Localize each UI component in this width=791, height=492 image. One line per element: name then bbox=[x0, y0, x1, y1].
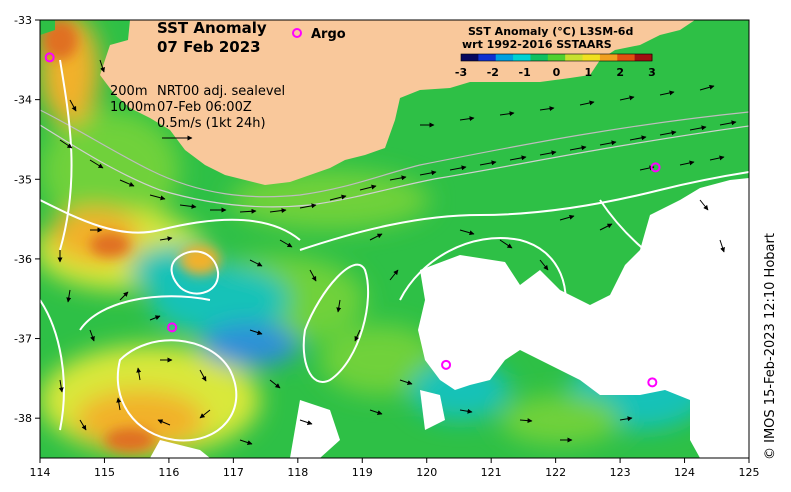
colorbar-swatch bbox=[565, 54, 584, 61]
copyright-credit: © IMOS 15-Feb-2023 12:10 Hobart bbox=[763, 233, 778, 460]
x-tick-label: 120 bbox=[416, 466, 437, 479]
colorbar-swatch bbox=[478, 54, 497, 61]
coastal-sea bbox=[40, 20, 55, 35]
contour-200m bbox=[40, 109, 749, 198]
title-line-2: 07 Feb 2023 bbox=[157, 38, 261, 56]
product-label: NRT00 adj. sealevel bbox=[157, 84, 285, 99]
vector-scale-label: 0.5m/s (1kt 24h) bbox=[157, 116, 266, 131]
colorbar-tick-label: 3 bbox=[648, 66, 656, 79]
y-tick-label: -38 bbox=[14, 412, 32, 425]
colorbar-swatch bbox=[513, 54, 531, 61]
sealevel-contours bbox=[40, 59, 749, 442]
colorbar-swatch bbox=[530, 54, 549, 61]
x-tick-label: 121 bbox=[481, 466, 502, 479]
colorbar bbox=[460, 53, 653, 62]
y-tick-label: -33 bbox=[14, 14, 32, 27]
x-tick-label: 123 bbox=[610, 466, 631, 479]
title-line-1: SST Anomaly bbox=[157, 19, 267, 37]
x-tick-label: 125 bbox=[739, 466, 760, 479]
y-axis: -33 -34 -35 -36 -37 -38 bbox=[14, 14, 40, 425]
argo-float-marker bbox=[647, 377, 658, 388]
depth-contour-1000-label: 1000m bbox=[110, 100, 156, 115]
velocity-vectors bbox=[57, 59, 737, 445]
colorbar-tick-label: 1 bbox=[585, 66, 593, 79]
y-tick-label: -35 bbox=[14, 173, 32, 186]
colorbar-tick-label: -2 bbox=[487, 66, 499, 79]
colorbar-swatch bbox=[599, 54, 618, 61]
colorbar-title-2: wrt 1992-2016 SSTAARS bbox=[462, 38, 612, 51]
colorbar-swatch bbox=[547, 54, 566, 61]
plot-frame bbox=[39, 19, 750, 459]
map-plot-area bbox=[40, 20, 749, 458]
argo-floats bbox=[44, 52, 661, 388]
x-tick-label: 116 bbox=[158, 466, 179, 479]
x-tick-label: 124 bbox=[674, 466, 695, 479]
colorbar-swatch bbox=[461, 54, 479, 61]
depth-contour-200-label: 200m bbox=[110, 84, 147, 99]
y-tick-label: -37 bbox=[14, 333, 32, 346]
colorbar-swatch bbox=[617, 54, 636, 61]
colorbar-swatch bbox=[582, 54, 601, 61]
argo-legend-marker bbox=[292, 28, 302, 38]
colorbar-swatch bbox=[495, 54, 514, 61]
x-tick-label: 122 bbox=[545, 466, 566, 479]
contour-1000m bbox=[40, 124, 749, 208]
y-tick-label: -36 bbox=[14, 253, 32, 266]
colorbar-tick-label: -3 bbox=[455, 66, 467, 79]
x-tick-label: 119 bbox=[352, 466, 373, 479]
argo-float-marker bbox=[167, 322, 178, 333]
argo-legend-label: Argo bbox=[311, 27, 346, 42]
colorbar-tick-label: 0 bbox=[553, 66, 561, 79]
argo-float-marker bbox=[44, 52, 55, 63]
time-label: 07-Feb 06:00Z bbox=[157, 100, 252, 115]
argo-float-marker bbox=[441, 359, 452, 370]
x-tick-label: 114 bbox=[30, 466, 51, 479]
y-tick-label: -34 bbox=[14, 94, 32, 107]
argo-float-marker bbox=[650, 162, 661, 173]
colorbar-ticks: -3 -2 -1 0 1 2 3 bbox=[455, 66, 656, 79]
x-tick-label: 118 bbox=[287, 466, 308, 479]
x-tick-label: 115 bbox=[94, 466, 115, 479]
colorbar-tick-label: -1 bbox=[519, 66, 531, 79]
x-tick-label: 117 bbox=[223, 466, 244, 479]
no-data-cloud-mask bbox=[150, 178, 749, 458]
colorbar-tick-label: 2 bbox=[616, 66, 624, 79]
x-axis: 114 115 116 117 118 119 120 121 122 123 124 125 bbox=[30, 458, 760, 479]
colorbar-title-1: SST Anomaly (°C) L3SM-6d bbox=[468, 25, 633, 38]
colorbar-swatch bbox=[634, 54, 653, 61]
colorbar-frame bbox=[460, 53, 653, 62]
